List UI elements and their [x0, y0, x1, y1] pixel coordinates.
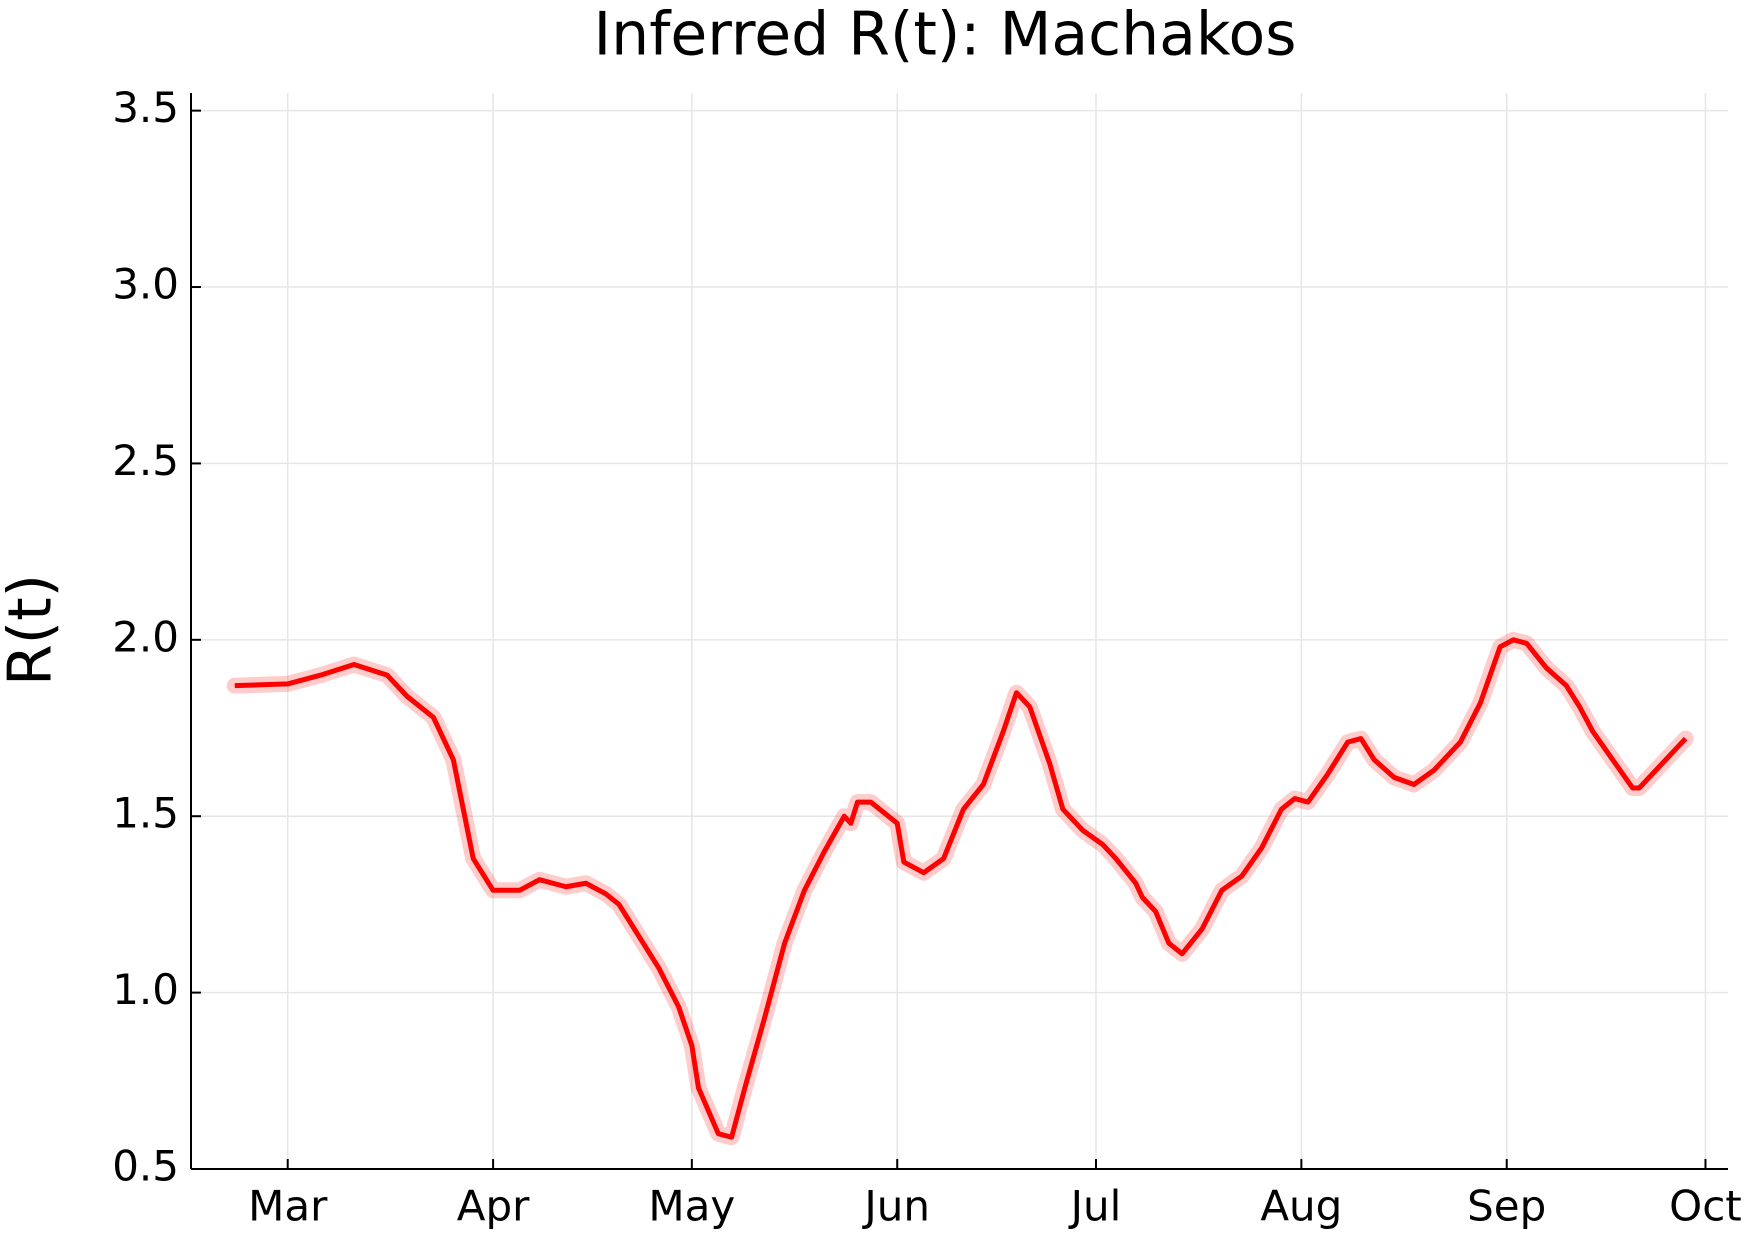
x-tick-label: Aug	[1260, 1182, 1342, 1231]
x-tick-label: Mar	[248, 1182, 328, 1231]
line	[234, 637, 1688, 1140]
y-tick-label: 3.0	[112, 260, 179, 309]
y-tick-label: 1.5	[112, 789, 179, 838]
x-tick-label: Apr	[457, 1182, 530, 1231]
x-tick-label: Oct	[1669, 1182, 1742, 1231]
x-tick-label: Jun	[861, 1182, 930, 1231]
y-tick-label: 2.0	[112, 612, 179, 661]
x-tick-label: May	[648, 1182, 735, 1231]
uncertainty-band	[226, 631, 1694, 1146]
y-tick-label: 0.5	[112, 1142, 179, 1191]
x-tick-label: Jul	[1068, 1182, 1122, 1231]
y-axis-label: R(t)	[0, 574, 66, 686]
y-tick-label: 1.0	[112, 965, 179, 1014]
y-tick-label: 3.5	[112, 83, 179, 132]
chart-title: Inferred R(t): Machakos	[593, 0, 1296, 70]
y-tick-label: 2.5	[112, 436, 179, 485]
x-tick-label: Sep	[1467, 1182, 1546, 1231]
